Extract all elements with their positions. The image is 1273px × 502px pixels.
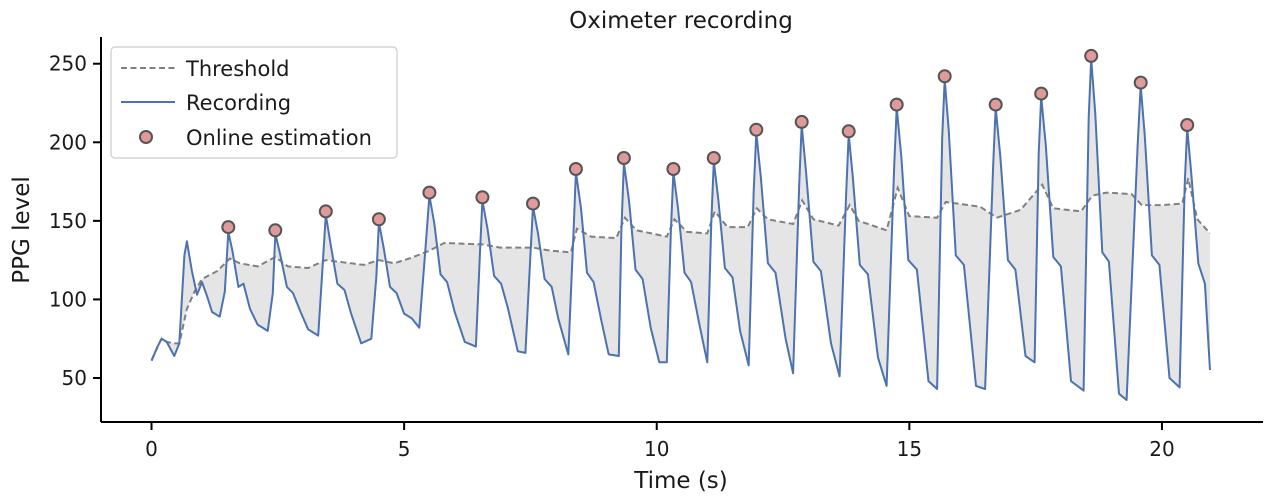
online-estimation-point-9 — [666, 162, 681, 176]
online-estimation-point-2 — [318, 204, 333, 219]
online-estimation-point-14 — [889, 97, 904, 112]
online-estimation-point-6 — [526, 196, 540, 211]
x-tick-label-0: 0 — [145, 437, 158, 461]
chart-title: Oximeter recording — [569, 8, 793, 34]
x-tick-label-10: 10 — [644, 437, 669, 461]
legend-recording-label: Recording — [186, 91, 291, 115]
online-estimation-point-18 — [1084, 48, 1099, 63]
online-estimation-point-7 — [568, 162, 583, 176]
online-estimation-point-0 — [221, 220, 236, 235]
online-estimation-point-15 — [937, 69, 952, 84]
x-tick-label-5: 5 — [398, 437, 411, 461]
y-axis-label: PPG level — [9, 176, 35, 284]
online-estimation-point-13 — [841, 124, 856, 139]
threshold-line — [150, 178, 1211, 362]
x-tick-label-20: 20 — [1149, 437, 1174, 461]
y-tick-label-150: 150 — [49, 209, 87, 233]
y-axis-ticks: 50 100 150 200 250 — [49, 52, 101, 390]
x-axis-ticks: 0 5 10 15 20 — [145, 422, 1175, 461]
y-tick-label-250: 250 — [49, 52, 87, 76]
online-estimation-markers — [221, 48, 1195, 238]
legend-online-estimation-label: Online estimation — [186, 126, 372, 150]
online-estimation-point-10 — [706, 151, 721, 165]
online-estimation-point-3 — [371, 212, 386, 227]
y-tick-label-100: 100 — [49, 287, 87, 311]
online-estimation-point-11 — [749, 122, 764, 137]
legend-online-estimation-swatch — [139, 130, 153, 144]
online-estimation-point-17 — [1034, 86, 1049, 101]
plot-area — [150, 48, 1211, 401]
online-estimation-point-8 — [616, 151, 631, 165]
online-estimation-point-19 — [1133, 75, 1148, 90]
online-estimation-point-4 — [422, 185, 437, 200]
online-estimation-point-5 — [475, 190, 490, 205]
online-estimation-point-1 — [268, 223, 283, 238]
y-tick-label-200: 200 — [49, 130, 87, 154]
legend-box — [110, 46, 398, 159]
y-tick-label-50: 50 — [62, 366, 87, 390]
x-tick-label-15: 15 — [897, 437, 922, 461]
recording-line — [150, 58, 1211, 401]
legend: Threshold Recording Online estimation — [110, 46, 398, 159]
x-axis-label: Time (s) — [633, 468, 728, 494]
online-estimation-point-16 — [988, 97, 1003, 112]
online-estimation-point-12 — [794, 114, 809, 129]
online-estimation-point-20 — [1180, 118, 1195, 132]
legend-threshold-label: Threshold — [185, 57, 290, 81]
